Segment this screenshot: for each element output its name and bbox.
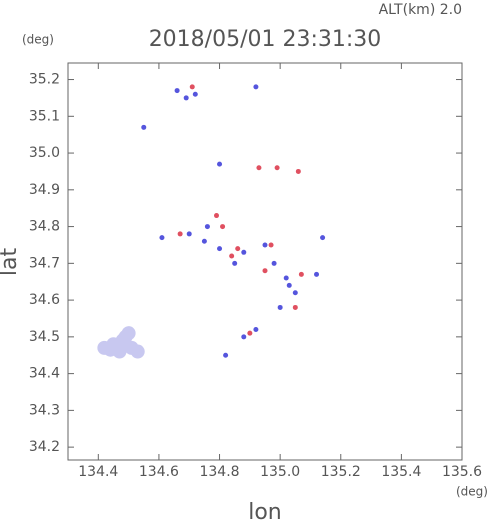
y-axis-label: lat	[0, 248, 22, 277]
chart-title: 2018/05/01 23:31:30	[149, 27, 382, 52]
echo-point	[189, 84, 195, 90]
echo-point	[253, 327, 259, 333]
x-tick-label: 135.6	[442, 464, 482, 480]
echo-point	[223, 352, 229, 358]
echo-point	[268, 242, 274, 248]
echo-point	[292, 304, 298, 310]
y-unit: (deg)	[22, 33, 54, 47]
x-tick-label: 135.4	[381, 464, 421, 480]
echo-point	[295, 168, 301, 174]
plot-frame	[67, 62, 463, 461]
y-tick-label: 34.9	[29, 182, 60, 198]
echo-point	[192, 91, 198, 97]
echo-point	[217, 161, 223, 167]
echo-point	[159, 235, 165, 241]
y-tick-label: 34.3	[29, 402, 60, 418]
x-tick-label: 134.8	[199, 464, 239, 480]
echo-point	[283, 275, 289, 281]
x-axis-label: lon	[248, 500, 282, 521]
echo-point	[130, 344, 145, 359]
echo-point	[183, 95, 189, 101]
echo-point	[201, 238, 207, 244]
y-tick-label: 34.6	[29, 292, 60, 308]
y-tick-label: 35.2	[29, 72, 60, 88]
y-tick-label: 34.4	[29, 366, 60, 382]
echo-point	[320, 235, 326, 241]
echo-point	[292, 290, 298, 296]
echo-point	[256, 165, 262, 171]
echo-point	[232, 260, 238, 266]
x-tick-label: 134.4	[78, 464, 118, 480]
echo-point	[286, 282, 292, 288]
x-tick-label: 135.2	[321, 464, 361, 480]
y-tick-label: 34.2	[29, 439, 60, 455]
echo-point	[274, 165, 280, 171]
echo-point	[220, 224, 226, 230]
echo-point	[174, 88, 180, 94]
echo-point	[177, 231, 183, 237]
echo-point	[186, 231, 192, 237]
altitude-label: ALT(km) 2.0	[379, 2, 462, 18]
echo-point	[247, 330, 253, 336]
y-tick-label: 34.5	[29, 329, 60, 345]
echo-point	[271, 260, 277, 266]
echo-point	[241, 249, 247, 255]
echo-point	[118, 329, 133, 344]
echo-point	[253, 84, 259, 90]
y-tick-label: 34.8	[29, 219, 60, 235]
echo-point	[241, 334, 247, 340]
echo-point	[214, 213, 220, 219]
echo-point	[262, 268, 268, 274]
echo-point	[235, 246, 241, 252]
y-tick-label: 34.7	[29, 255, 60, 271]
echo-point	[217, 246, 223, 252]
echo-point	[141, 124, 147, 130]
x-tick-label: 134.6	[139, 464, 179, 480]
y-tick-label: 35.1	[29, 108, 60, 124]
echo-point	[314, 271, 320, 277]
echo-point	[204, 224, 210, 230]
echo-point	[277, 304, 283, 310]
x-tick-label: 135.0	[260, 464, 300, 480]
x-unit: (deg)	[456, 485, 488, 499]
echo-point	[229, 253, 235, 259]
y-tick-label: 35.0	[29, 145, 60, 161]
echo-point	[262, 242, 268, 248]
echo-point	[298, 271, 304, 277]
echo-point	[103, 342, 118, 357]
